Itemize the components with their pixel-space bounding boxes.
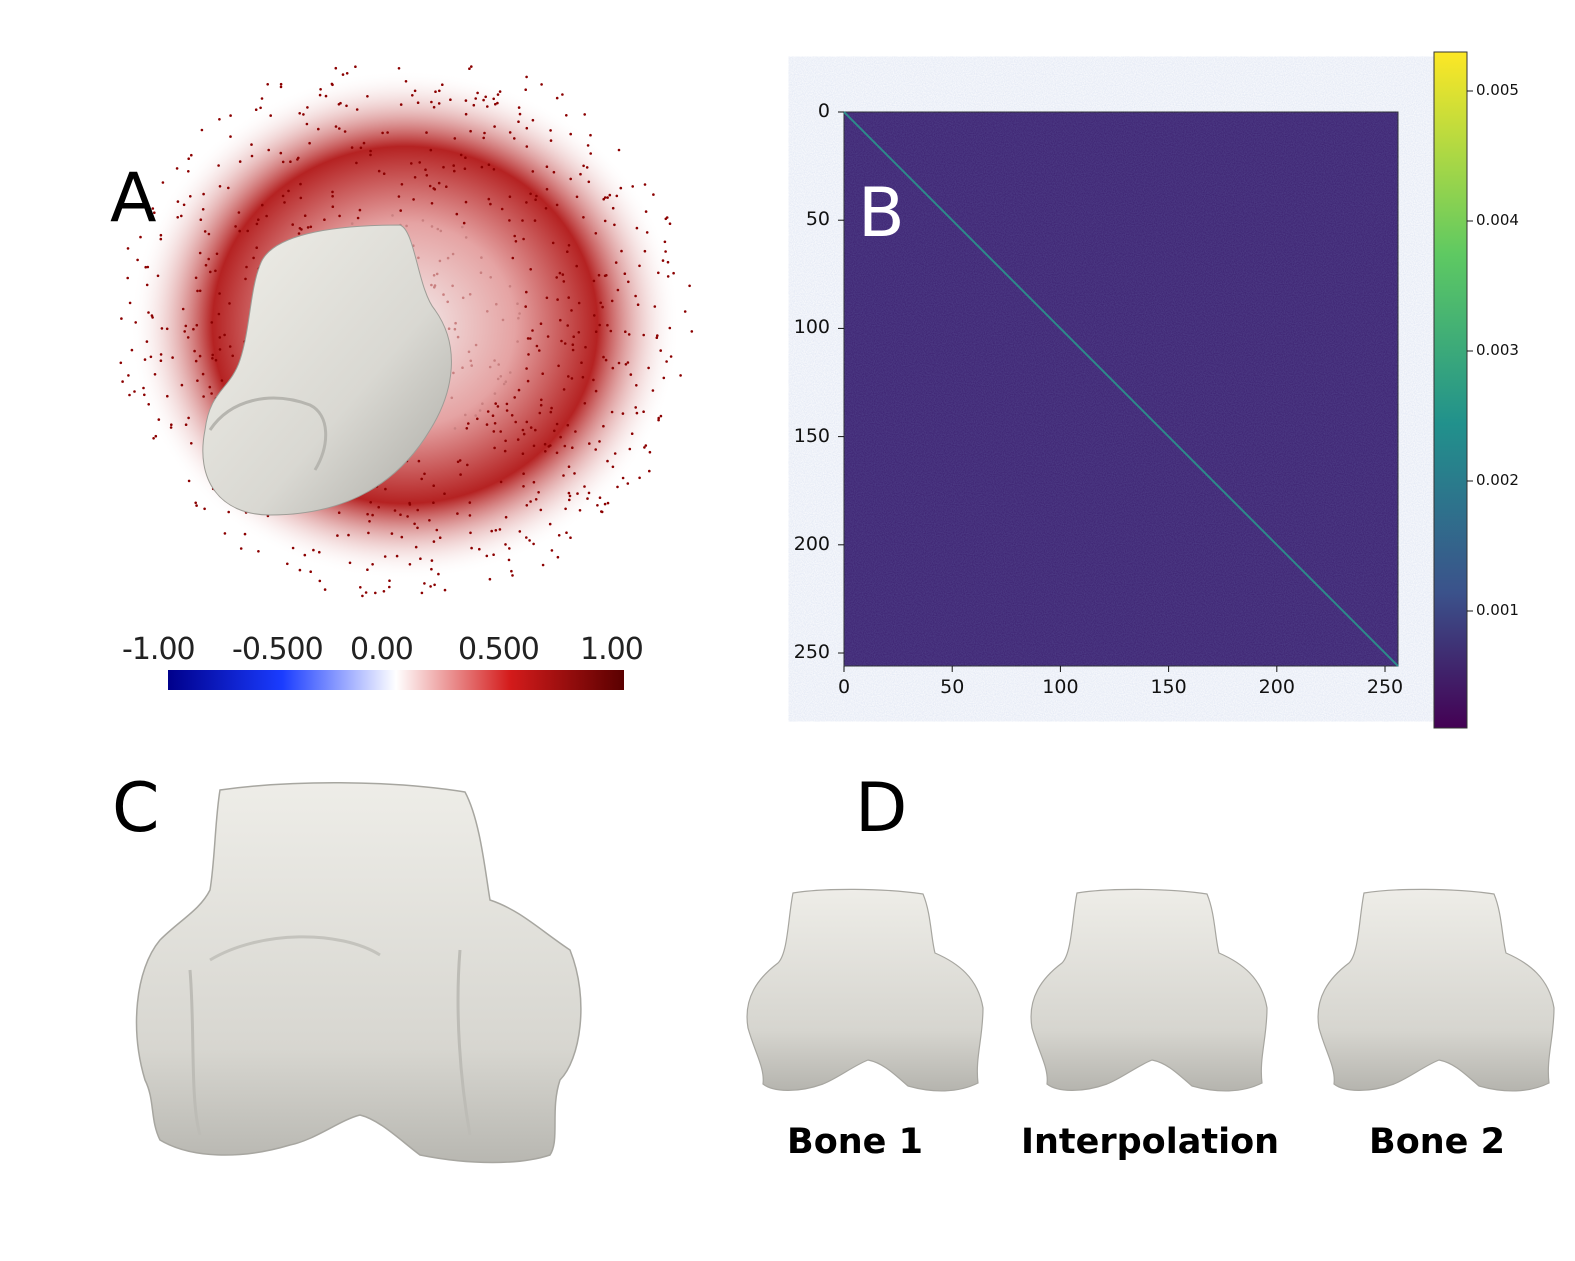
panel-b: B 0 50 100 150 200 250 0 50 100 150 200 250 0.001 0… (770, 40, 1560, 740)
y-tick-label: 250 (793, 641, 830, 664)
bone-2-label: Bone 2 (1369, 1122, 1505, 1162)
bone-1-shape (746, 888, 984, 1092)
panel-letter-c: C (112, 769, 160, 848)
y-tick-label: 200 (793, 532, 830, 555)
colorbar-tick-label: 0.005 (1476, 81, 1519, 99)
x-tick-label: 100 (1042, 676, 1079, 698)
bone-d-group (746, 888, 1555, 1092)
colorbar-a-label: -1.00 (122, 632, 196, 667)
bone-shading (208, 396, 328, 471)
colorbar-a-label: 0.500 (458, 632, 540, 667)
bone-1-label: Bone 1 (787, 1122, 923, 1162)
interpolation-label: Interpolation (1020, 1122, 1280, 1162)
bone-c (135, 782, 582, 1164)
colorbar-tick-label: 0.004 (1476, 211, 1519, 229)
bone-c-shading (456, 949, 472, 1136)
bone-c-shading (209, 935, 381, 962)
colorbar-b (1433, 51, 1468, 729)
heatmap-chart (838, 51, 1473, 729)
colorbar-tick-label: 0.003 (1476, 341, 1519, 359)
bone-c-shading (188, 969, 202, 1136)
panel-letter-b: B (858, 174, 905, 253)
interpolation-bone-shape (1030, 888, 1268, 1092)
x-tick-label: 50 (940, 676, 965, 698)
y-tick-label: 0 (817, 100, 830, 122)
x-tick-label: 0 (837, 676, 851, 698)
colorbar-a-label: 0.00 (350, 632, 414, 667)
x-tick-label: 150 (1150, 676, 1187, 698)
panel-letter-a: A (110, 159, 157, 238)
panel-a: A -1.00 -0.500 0.00 0.500 1.00 (100, 60, 720, 710)
y-tick-label: 100 (793, 316, 830, 339)
point-cloud-plot (119, 65, 694, 690)
colorbar-a-label: 1.00 (580, 632, 644, 667)
heatmap-diagonal (843, 111, 1399, 667)
x-tick-label: 250 (1366, 676, 1404, 698)
bone-2-shape (1317, 888, 1555, 1092)
point-cloud-dots (119, 65, 694, 598)
y-tick-label: 50 (805, 208, 830, 231)
colorbar-a-label: -0.500 (232, 632, 324, 667)
colorbar-tick-label: 0.001 (1476, 601, 1519, 619)
panel-letter-d: D (855, 769, 908, 848)
colorbar-a (168, 670, 624, 690)
x-tick-label: 200 (1258, 676, 1295, 698)
colorbar-tick-label: 0.002 (1476, 471, 1519, 489)
y-tick-label: 150 (793, 424, 830, 447)
bone-model (202, 224, 452, 516)
bone-c-shape (135, 782, 582, 1164)
